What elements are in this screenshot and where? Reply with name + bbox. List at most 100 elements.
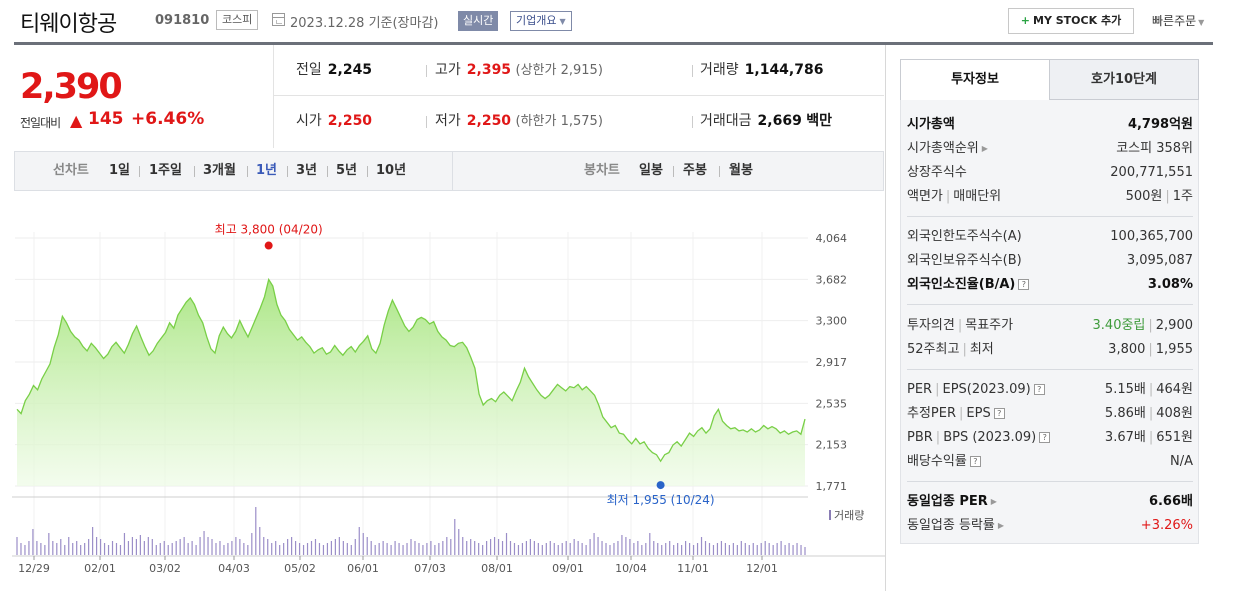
foreign-ratio-label: 외국인소진율(B/A) xyxy=(907,277,1016,292)
market-cap-rank-row[interactable]: 시가총액순위 ▶ 코스피 358위 xyxy=(907,137,1193,161)
volume-bar xyxy=(76,541,78,555)
company-info-dropdown[interactable]: 기업개요 ▼ xyxy=(510,11,572,31)
volume-bar xyxy=(44,545,46,555)
volume-bar xyxy=(637,541,639,555)
volume-bar xyxy=(127,541,130,555)
volume-bar xyxy=(48,533,50,555)
tab-10y[interactable]: 10년 xyxy=(376,163,407,178)
volume-bars xyxy=(16,507,806,555)
est-per-row: 추정PER | EPS? 5.86배 | 408원 xyxy=(907,406,1193,421)
realtime-button[interactable]: 실시간 xyxy=(458,11,499,31)
target-value: 2,900 xyxy=(1155,318,1193,333)
volume-bar xyxy=(52,541,54,555)
par-value: 500원 xyxy=(1125,189,1163,204)
line-chart-label[interactable]: 선차트 xyxy=(53,163,89,178)
help-icon[interactable]: ? xyxy=(1039,432,1051,443)
volume-bar xyxy=(422,545,424,555)
volume-bar xyxy=(68,537,70,555)
divider xyxy=(139,166,140,177)
volume-bar xyxy=(609,545,611,555)
volume-bar xyxy=(386,543,388,555)
per-value: 5.15배 xyxy=(1104,382,1146,397)
help-icon[interactable]: ? xyxy=(1018,279,1030,290)
industry-per-row[interactable]: 동일업종 PER ▶ 6.66배 xyxy=(907,490,1193,514)
high-annotation: 최고 3,800 (04/20) xyxy=(215,223,323,237)
volume-bar xyxy=(119,545,122,555)
x-tick-label: 06/01 xyxy=(347,562,379,575)
tab-investment-info[interactable]: 투자정보 xyxy=(900,59,1050,100)
volume-bar xyxy=(458,529,460,555)
y-tick-label: 1,771 xyxy=(816,480,848,493)
volume-bar xyxy=(354,539,356,555)
add-mystock-button[interactable]: + MY STOCK 추가 xyxy=(1008,8,1134,34)
tab-monthly[interactable]: 월봉 xyxy=(729,163,753,178)
market-cap-value: 4,798억원 xyxy=(1127,117,1193,132)
info-tabs: 투자정보 호가10단계 xyxy=(900,59,1199,100)
volume-bar xyxy=(629,539,631,555)
volume-bar xyxy=(493,537,496,555)
tab-weekly[interactable]: 주봉 xyxy=(683,163,707,178)
volume-bar xyxy=(322,545,325,555)
volume-bar xyxy=(673,545,675,555)
tab-3m[interactable]: 3개월 xyxy=(203,163,236,178)
market-badge: 코스피 xyxy=(216,10,259,30)
volume-bar xyxy=(525,541,528,555)
volume-bar xyxy=(298,543,301,555)
volume-bar xyxy=(302,545,305,555)
quick-order-dropdown[interactable]: 빠른주문 ▼ xyxy=(1152,12,1204,29)
volume-bar xyxy=(163,541,165,555)
shares-value: 200,771,551 xyxy=(1110,165,1193,180)
volume-bar xyxy=(454,519,456,555)
volume-bar xyxy=(20,543,22,555)
industry-change-row[interactable]: 동일업종 등락률 ▶ +3.26% xyxy=(907,514,1193,538)
volume-bar xyxy=(342,541,344,555)
candle-chart-label[interactable]: 봉차트 xyxy=(584,163,620,178)
day-high: 고가 2,395 (상한가 2,915) xyxy=(435,45,603,96)
volume-bar xyxy=(776,543,778,555)
volume-bar xyxy=(199,537,201,555)
tab-5y[interactable]: 5년 xyxy=(336,163,358,178)
foreign-limit-label: 외국인한도주식수(A) xyxy=(907,229,1022,244)
dividend-label: 배당수익률 xyxy=(907,454,967,469)
volume-bar xyxy=(99,539,102,555)
prev-close: 전일 2,245 xyxy=(296,45,372,96)
volume-bar xyxy=(32,529,34,555)
volume-bar xyxy=(653,541,655,555)
volume-bar xyxy=(330,541,333,555)
industry-per-label: 동일업종 PER xyxy=(907,494,988,509)
volume-bar xyxy=(621,535,623,555)
tab-order-book[interactable]: 호가10단계 xyxy=(1049,59,1199,100)
volume-bar xyxy=(625,537,627,555)
help-icon[interactable]: ? xyxy=(969,456,981,467)
volume-bar xyxy=(378,543,380,555)
volume-bar xyxy=(688,543,691,555)
w52-low-value: 1,955 xyxy=(1155,342,1193,357)
volume-bar xyxy=(489,539,492,555)
tab-daily[interactable]: 일봉 xyxy=(639,163,663,178)
help-icon[interactable]: ? xyxy=(993,408,1005,419)
volume-bar xyxy=(16,537,18,555)
chart-period-tabs: 선차트 1일 1주일 3개월 1년 3년 5년 10년 봉차트 일봉 주봉 월봉 xyxy=(14,151,884,191)
volume-bar xyxy=(294,541,297,555)
volume-bar xyxy=(346,543,348,555)
volume-bar xyxy=(219,541,221,555)
tab-1w[interactable]: 1주일 xyxy=(149,163,182,178)
stats-row-2: 시가 2,250 저가 2,250 (하한가 1,575) 거래대금 2,669 백만 xyxy=(274,96,884,147)
calendar-icon xyxy=(272,13,285,26)
volume-bar xyxy=(553,543,555,555)
market-cap-label: 시가총액 xyxy=(907,117,955,132)
low-label: 저가 xyxy=(435,113,461,129)
volume-bar xyxy=(374,545,376,555)
tab-1y[interactable]: 1년 xyxy=(256,163,278,178)
price-chart[interactable]: 4,064 3,682 3,300 2,917 2,535 2,153 1,771 12/2… xyxy=(0,195,886,591)
volume-bar xyxy=(183,537,185,555)
high-marker xyxy=(264,241,273,250)
industry-per-value: 6.66배 xyxy=(1148,494,1193,509)
volume-bar xyxy=(287,539,289,555)
dividend-value: N/A xyxy=(1170,454,1193,469)
tab-1d[interactable]: 1일 xyxy=(109,163,131,178)
chevron-right-icon: ▶ xyxy=(990,497,997,506)
volume-bar xyxy=(139,535,141,555)
help-icon[interactable]: ? xyxy=(1033,384,1045,395)
tab-3y[interactable]: 3년 xyxy=(296,163,318,178)
